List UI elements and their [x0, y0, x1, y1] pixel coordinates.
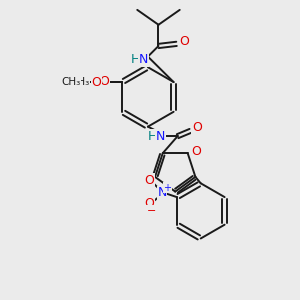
Text: +: + — [163, 182, 171, 193]
Text: N: N — [157, 186, 167, 199]
Text: CH₃: CH₃ — [61, 77, 81, 87]
Text: O: O — [99, 74, 109, 88]
Text: O: O — [191, 145, 201, 158]
Text: O: O — [144, 174, 154, 187]
Text: CH₃: CH₃ — [70, 77, 89, 87]
Text: O: O — [192, 121, 202, 134]
Text: O: O — [92, 76, 102, 88]
Text: H: H — [130, 53, 140, 66]
Text: N: N — [139, 53, 148, 66]
Text: N: N — [156, 130, 165, 143]
Text: O: O — [144, 197, 154, 210]
Text: O: O — [179, 35, 189, 48]
Text: H: H — [147, 130, 157, 143]
Text: −: − — [147, 206, 156, 216]
